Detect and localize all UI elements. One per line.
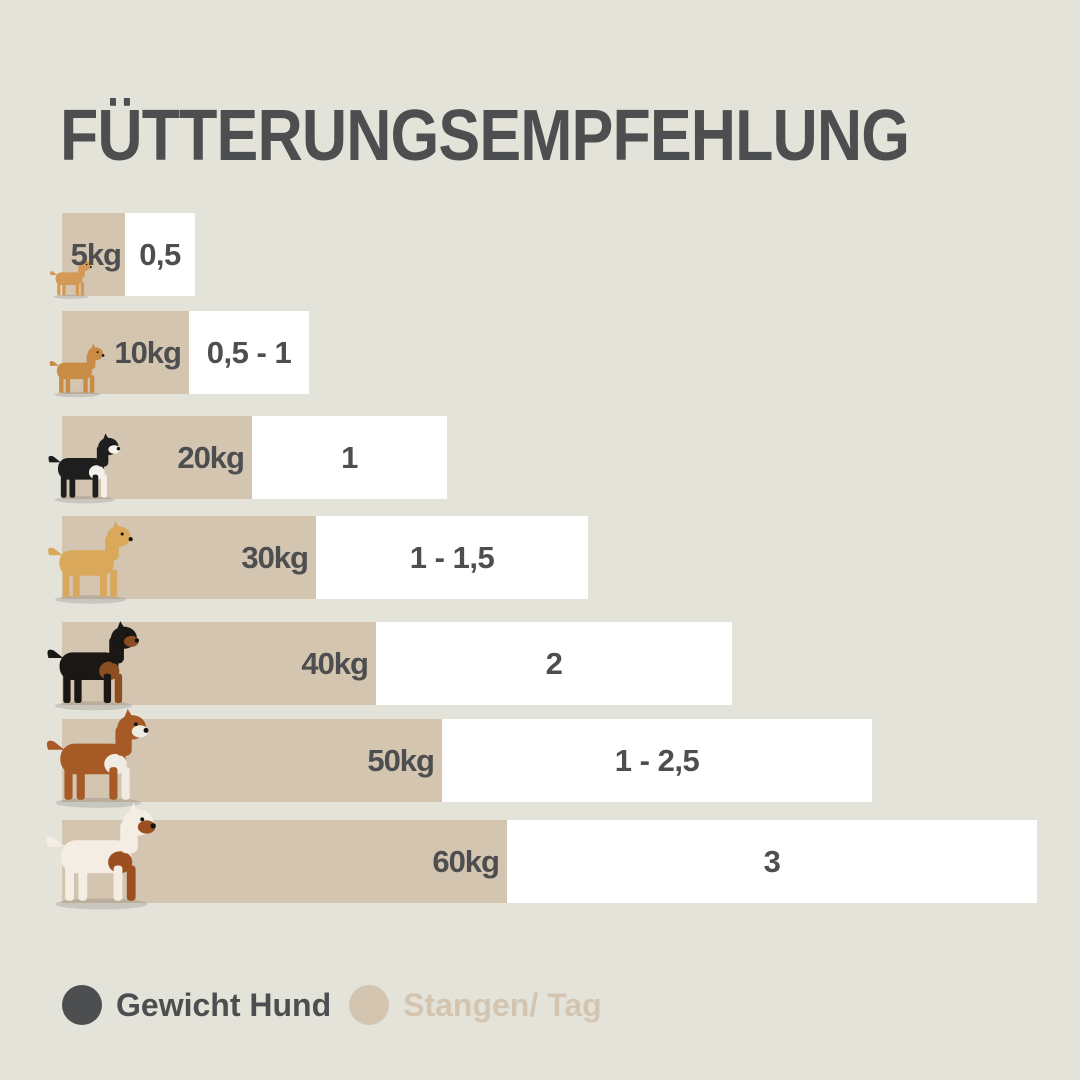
boxer-icon xyxy=(46,709,149,809)
feed-label: 0,5 - 1 xyxy=(206,334,292,370)
feed-label: 1 - 2,5 xyxy=(614,742,700,778)
bar-row: 30kg 1 - 1,5 xyxy=(47,516,588,605)
weight-label: 50kg xyxy=(367,742,435,778)
weight-label: 10kg xyxy=(114,334,182,370)
bar-feed xyxy=(442,719,872,802)
legend: Gewicht Hund Stangen/ Tag xyxy=(62,984,620,1026)
bar-row: 5kg 0,5 xyxy=(49,213,195,299)
bar-feed xyxy=(189,311,309,394)
bar-row: 50kg 1 - 2,5 xyxy=(46,709,872,809)
bar-feed xyxy=(252,416,447,499)
labrador-icon xyxy=(47,521,133,605)
feed-label: 3 xyxy=(763,843,781,879)
bar-row: 10kg 0,5 - 1 xyxy=(49,311,309,398)
weight-label: 5kg xyxy=(70,236,122,272)
feed-label: 1 - 1,5 xyxy=(409,539,495,575)
chart-title: FÜTTERUNGSEMPFEHLUNG xyxy=(60,96,910,176)
bar-feed xyxy=(507,820,1037,903)
border-collie-icon xyxy=(48,433,120,504)
terrier-icon xyxy=(49,343,104,398)
weight-label: 20kg xyxy=(177,439,245,475)
feed-label: 1 xyxy=(341,439,358,475)
bar-feed xyxy=(125,213,195,296)
saint-bernard-icon xyxy=(46,802,156,910)
chihuahua-icon xyxy=(49,257,92,299)
weight-label: 40kg xyxy=(301,645,369,681)
bar-feed xyxy=(376,622,732,705)
legend-swatch-weight xyxy=(62,985,102,1025)
weight-label: 30kg xyxy=(241,539,309,575)
legend-swatch-feed xyxy=(349,985,390,1025)
rottweiler-icon xyxy=(47,621,139,711)
feed-label: 0,5 xyxy=(139,236,181,272)
bar-feed xyxy=(316,516,588,599)
bar-row: 40kg 2 xyxy=(47,621,732,711)
feed-label: 2 xyxy=(545,645,563,681)
legend-label-feed: Stangen/ Tag xyxy=(403,986,602,1023)
legend-label-weight: Gewicht Hund xyxy=(116,986,332,1023)
bar-row: 20kg 1 xyxy=(48,416,447,504)
weight-label: 60kg xyxy=(432,843,500,879)
bar-row: 60kg 3 xyxy=(46,802,1037,910)
